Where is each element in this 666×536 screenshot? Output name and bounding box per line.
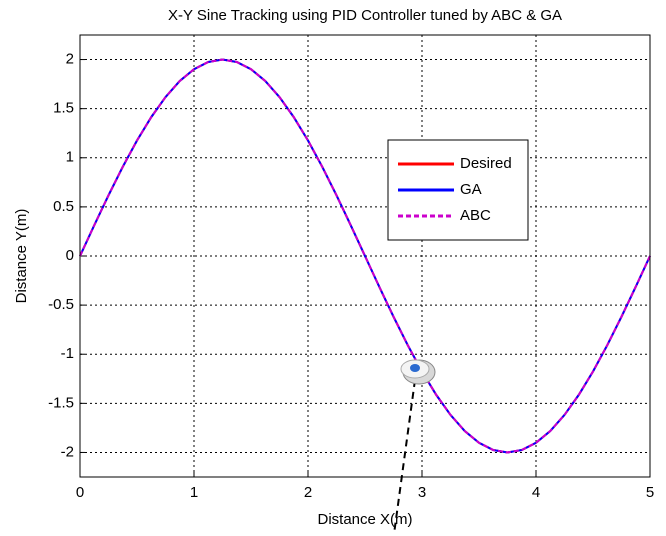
y-tick-label: -1.5 (48, 394, 74, 411)
robot-dot (410, 364, 420, 372)
plot-area: 0 1 2 3 4 5 -2 -1.5 -1 -0.5 0 0.5 1 1.5 2 Desired GA ABC (48, 34, 654, 501)
robot-path (393, 379, 416, 535)
x-tick-label: 5 (646, 484, 654, 501)
y-tick-label: 2 (66, 51, 74, 68)
y-axis-label: Distance Y(m) (13, 209, 30, 304)
y-tick-label: -2 (61, 443, 74, 460)
y-tick-label: -0.5 (48, 296, 74, 313)
y-tick-label: 0.5 (53, 198, 74, 215)
legend-label: ABC (460, 207, 491, 224)
x-tick-label: 1 (190, 484, 198, 501)
y-tick-label: 1 (66, 149, 74, 166)
legend-label: GA (460, 181, 482, 198)
y-tick-label: -1 (61, 345, 74, 362)
plot-frame (79, 34, 651, 478)
legend-label: Desired (460, 155, 512, 172)
robot-marker (393, 359, 436, 535)
x-tick-label: 4 (532, 484, 540, 501)
series-line (79, 58, 651, 454)
x-tick-label: 3 (418, 484, 426, 501)
chart-title: X-Y Sine Tracking using PID Controller t… (168, 7, 562, 24)
x-tick-label: 2 (304, 484, 312, 501)
y-tick-label: 0 (66, 247, 74, 264)
x-axis-label: Distance X(m) (317, 511, 412, 528)
y-tick-label: 1.5 (53, 100, 74, 117)
x-tick-label: 0 (76, 484, 84, 501)
